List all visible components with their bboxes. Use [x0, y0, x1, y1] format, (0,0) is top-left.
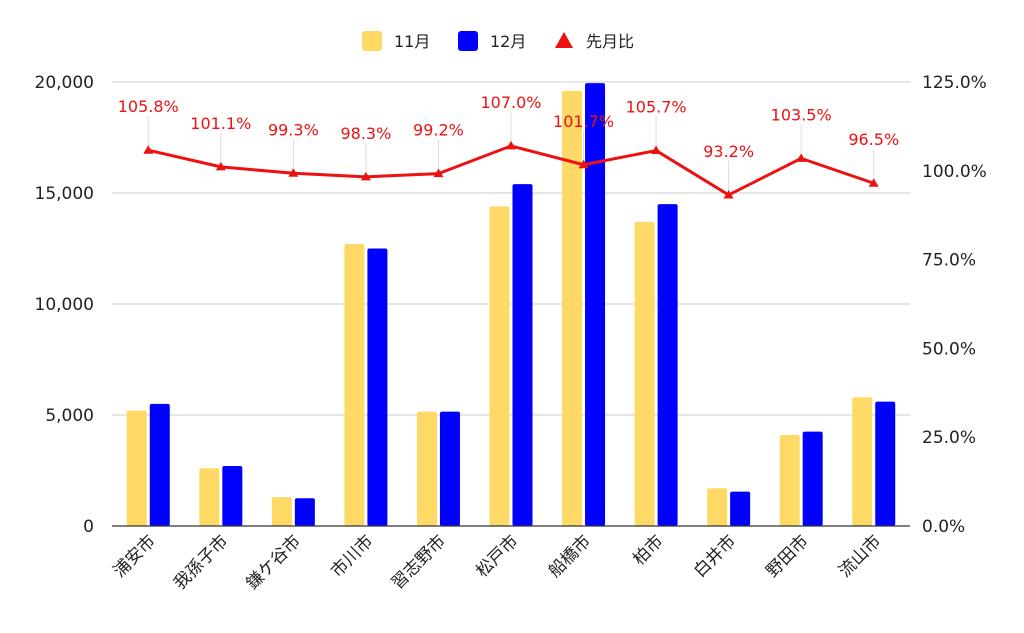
ratio-line: [147, 144, 875, 197]
bar-dec: [149, 403, 170, 526]
axes: 0 5,000 10,000 15,000 20,000 0.0% 25.0% 50.0% 75…: [35, 73, 987, 594]
ratio-data-label: 105.8%: [118, 97, 179, 116]
y-left-tick-label: 15,000: [35, 184, 94, 204]
bar-nov: [126, 410, 147, 526]
y-left-tick-label: 0: [83, 517, 94, 537]
bar-nov: [489, 206, 510, 526]
legend-label: 先月比: [586, 32, 634, 51]
category-label: 柏市: [629, 531, 667, 569]
ratio-point: [360, 171, 371, 181]
y-left-tick-label: 20,000: [35, 73, 94, 93]
y-left-tick-label: 10,000: [35, 295, 94, 315]
ratio-point: [796, 153, 807, 162]
ratio-point: [433, 168, 444, 178]
category-label: 流山市: [835, 531, 885, 581]
y-right-tick-label: 0.0%: [922, 517, 965, 537]
bar-nov: [344, 244, 365, 526]
gridlines: [112, 81, 910, 416]
ratio-data-label: 107.0%: [480, 93, 541, 112]
bar-nov: [634, 221, 655, 527]
bar-nov: [416, 411, 437, 526]
ratio-data-label: 101.7%: [553, 112, 614, 131]
ratio-data-label: 96.5%: [848, 130, 899, 149]
y-right-tick-label: 75.0%: [922, 251, 976, 271]
y-right-tick-label: 25.0%: [922, 428, 976, 448]
bar-nov: [779, 434, 800, 526]
category-label: 松戸市: [472, 531, 522, 581]
legend-label: 11月: [394, 32, 430, 51]
ratio-point: [288, 168, 299, 177]
y-left-tick-label: 5,000: [45, 406, 94, 426]
bar-dec: [367, 248, 388, 526]
bar-nov: [707, 488, 728, 526]
category-label: 市川市: [327, 531, 377, 581]
ratio-point: [651, 145, 662, 155]
bar-dec: [802, 431, 823, 526]
category-label: 船橋市: [545, 531, 595, 581]
ratio-line-group: 105.8% 101.1% 99.3% 98.3% 99.2% 107.0% 101.7% 1…: [118, 93, 899, 199]
category-label: 白井市: [690, 531, 740, 581]
bar-nov: [199, 468, 220, 526]
legend-triangle-icon: [555, 32, 573, 48]
ratio-point: [506, 140, 516, 150]
ratio-data-label: 101.1%: [190, 114, 251, 133]
y-right-tick-label: 125.0%: [922, 73, 987, 93]
category-label: 浦安市: [110, 531, 160, 581]
ratio-data-label: 103.5%: [771, 105, 832, 124]
ratio-point: [868, 178, 879, 187]
legend-label: 12月: [490, 32, 526, 51]
ratio-data-label: 99.3%: [268, 120, 319, 139]
bar-nov: [562, 90, 583, 526]
y-right-tick-label: 100.0%: [922, 162, 987, 182]
bar-nov: [271, 497, 292, 526]
category-label: 鎌ケ谷市: [243, 531, 305, 593]
ratio-data-label: 99.2%: [413, 121, 464, 140]
ratio-data-label: 105.7%: [626, 98, 687, 117]
bar-dec: [657, 204, 678, 526]
legend-swatch-nov: [362, 31, 382, 51]
bar-dec: [222, 466, 243, 526]
y-right-tick-label: 50.0%: [922, 339, 976, 359]
legend-swatch-dec: [458, 31, 478, 51]
bar-dec: [730, 491, 751, 526]
bars: [126, 83, 896, 527]
category-label: 習志野市: [388, 531, 450, 593]
ratio-point: [215, 161, 226, 171]
bar-nov: [852, 397, 873, 526]
ratio-point: [143, 145, 154, 154]
ratio-data-label: 93.2%: [703, 142, 754, 161]
category-label: 我孫子市: [170, 531, 232, 593]
ratio-data-label: 98.3%: [340, 124, 391, 143]
ratio-point: [723, 189, 734, 199]
bar-dec: [439, 411, 460, 526]
legend: 11月 12月 先月比: [362, 31, 634, 51]
category-label: 野田市: [763, 531, 813, 581]
bar-dec: [294, 498, 315, 526]
ratio-point: [578, 159, 589, 169]
bar-dec: [875, 401, 896, 526]
bar-dec: [512, 184, 533, 526]
bar-dec: [585, 83, 606, 527]
